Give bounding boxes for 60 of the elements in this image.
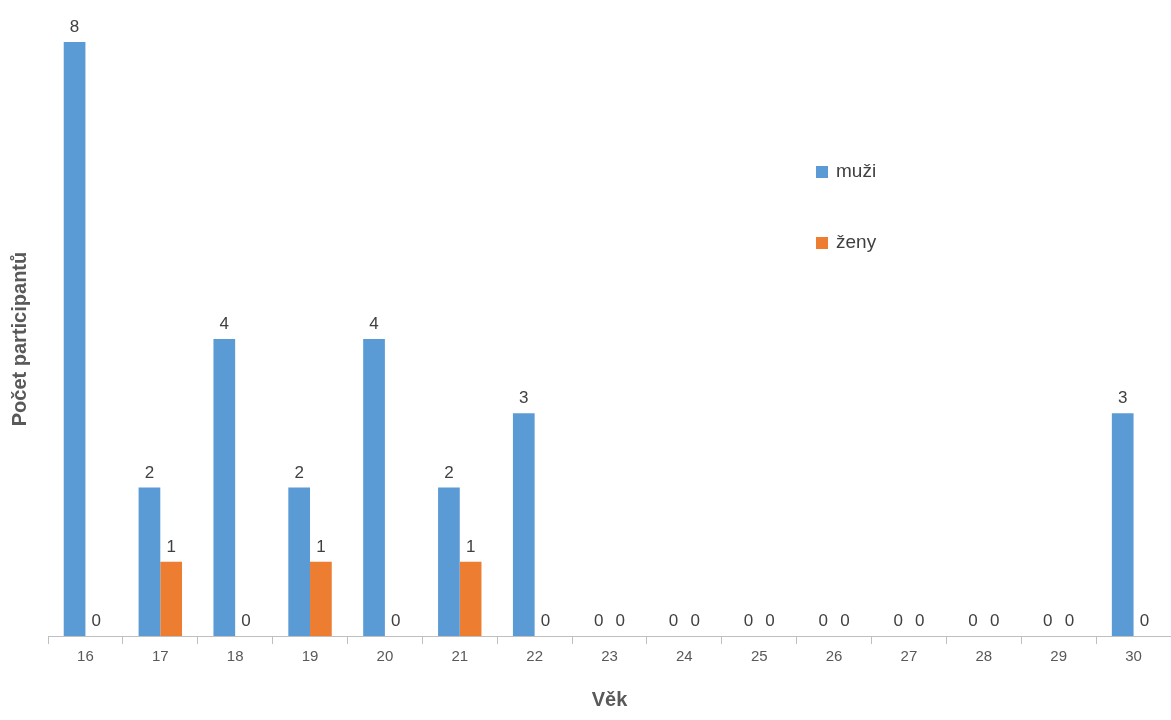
bar — [213, 339, 236, 636]
x-tick-label: 16 — [77, 647, 94, 665]
x-tick-label: 28 — [975, 647, 993, 665]
data-label: 2 — [294, 462, 304, 482]
data-label: 1 — [316, 536, 326, 556]
data-label: 0 — [1043, 611, 1053, 631]
data-label: 0 — [615, 611, 626, 631]
data-label: 0 — [743, 611, 754, 631]
x-axis-title: Věk — [591, 687, 629, 710]
legend-label: ženy — [836, 231, 877, 253]
x-tick-label: 25 — [750, 647, 768, 665]
x-tick-label: 30 — [1125, 647, 1142, 665]
legend-label: muži — [836, 160, 877, 182]
data-label: 0 — [668, 611, 679, 631]
data-label: 0 — [989, 611, 1000, 631]
x-tick-label: 21 — [451, 647, 469, 665]
data-label: 3 — [1117, 388, 1128, 408]
data-label: 2 — [144, 462, 155, 482]
data-label: 0 — [915, 611, 925, 631]
data-label: 8 — [69, 17, 80, 37]
bar — [310, 561, 332, 636]
bar — [1111, 413, 1134, 636]
data-label: 2 — [444, 462, 454, 482]
x-tick-label: 26 — [825, 647, 843, 665]
data-label: 4 — [369, 314, 379, 334]
data-label: 0 — [818, 611, 828, 631]
bar — [138, 487, 161, 636]
bar — [438, 487, 460, 636]
x-tick-label: 27 — [900, 647, 918, 665]
bar — [363, 339, 385, 636]
x-tick-label: 20 — [376, 647, 394, 665]
data-label: 0 — [540, 611, 551, 631]
x-tick-label: 19 — [301, 647, 319, 665]
data-label: 0 — [241, 611, 251, 631]
data-label: 0 — [690, 611, 700, 631]
data-label: 0 — [1064, 611, 1075, 631]
bar — [459, 561, 482, 636]
data-label: 0 — [391, 611, 401, 631]
x-tick-label: 23 — [601, 647, 618, 665]
data-label: 0 — [91, 611, 102, 631]
x-tick-label: 22 — [526, 647, 543, 665]
data-label: 0 — [968, 611, 978, 631]
data-label: 4 — [219, 314, 230, 334]
bar — [63, 42, 86, 636]
data-label: 1 — [465, 536, 476, 556]
x-tick-label: 24 — [676, 647, 693, 665]
data-label: 0 — [1139, 611, 1150, 631]
x-tick-label: 17 — [151, 647, 169, 665]
x-tick-label: 29 — [1050, 647, 1068, 665]
x-tick-label: 18 — [226, 647, 244, 665]
data-label: 0 — [593, 611, 604, 631]
data-label: 3 — [519, 388, 529, 408]
y-axis-title: Počet participantů — [7, 251, 30, 427]
data-label: 0 — [765, 611, 775, 631]
bar — [512, 413, 535, 636]
data-label: 1 — [166, 536, 176, 556]
bar — [288, 487, 311, 636]
data-label: 0 — [893, 611, 903, 631]
data-label: 0 — [840, 611, 850, 631]
bar — [160, 561, 183, 636]
